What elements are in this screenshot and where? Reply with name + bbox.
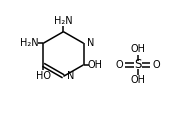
Text: O: O xyxy=(115,60,123,70)
Text: OH: OH xyxy=(88,60,103,70)
Text: OH: OH xyxy=(130,44,145,54)
Text: S: S xyxy=(134,58,142,71)
Text: O: O xyxy=(153,60,160,70)
Text: N: N xyxy=(67,71,74,81)
Text: H₂N: H₂N xyxy=(54,16,73,26)
Text: HO: HO xyxy=(36,71,51,81)
Text: OH: OH xyxy=(130,75,145,85)
Text: H₂N: H₂N xyxy=(20,38,39,48)
Text: N: N xyxy=(87,38,94,48)
